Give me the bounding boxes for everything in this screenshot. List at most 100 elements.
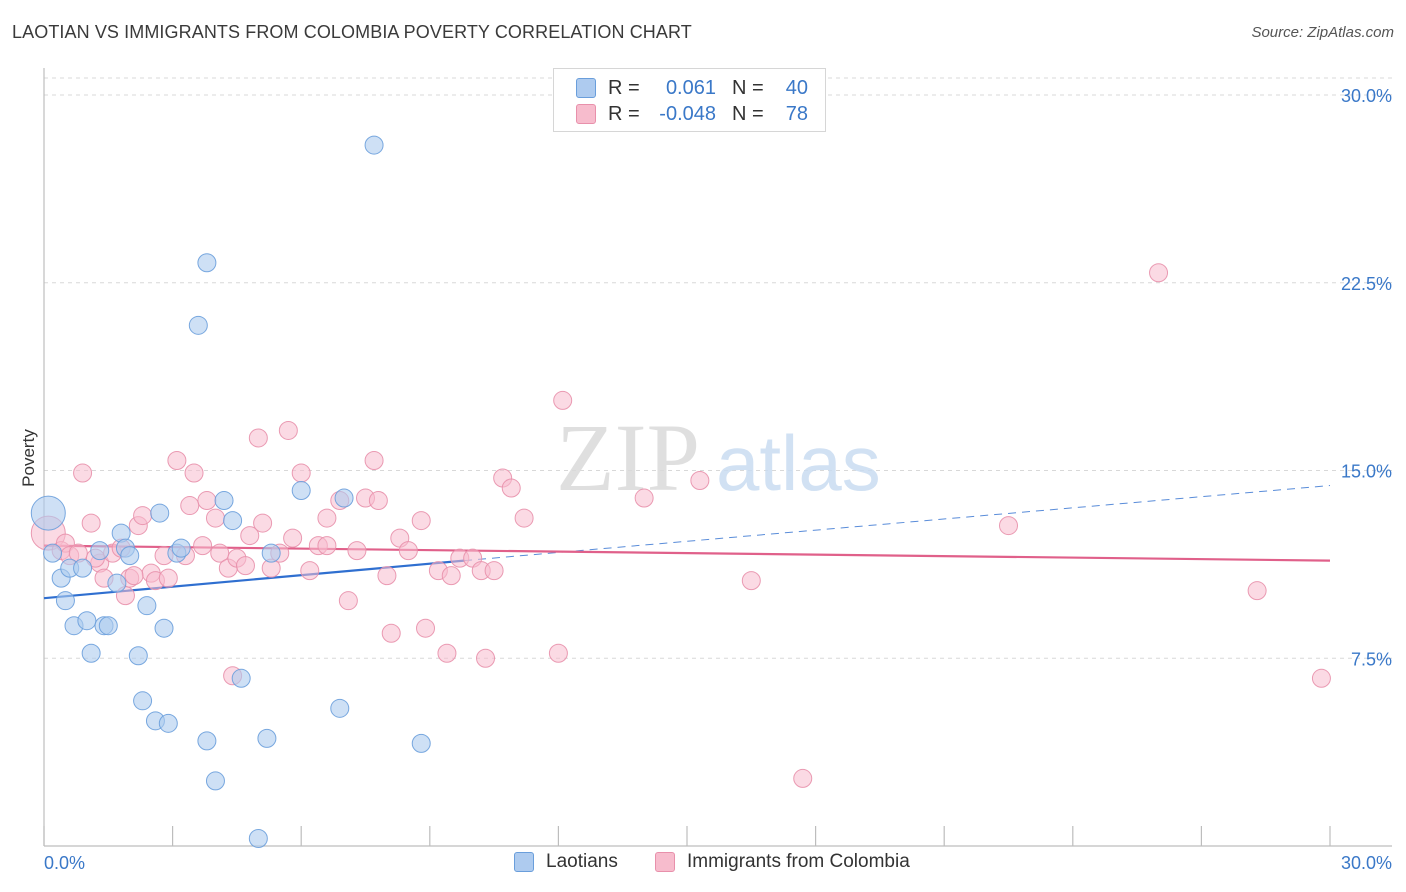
- chart-title: LAOTIAN VS IMMIGRANTS FROM COLOMBIA POVE…: [12, 22, 692, 42]
- point-colombia: [1311, 668, 1331, 688]
- legend-label-laotians: Laotians: [546, 851, 618, 872]
- legend-n-value: 78: [785, 102, 808, 125]
- point-colombia: [441, 566, 461, 586]
- legend-item-colombia[interactable]: Immigrants from Colombia: [655, 851, 910, 873]
- point-colombia: [690, 471, 710, 491]
- point-laotian: [43, 543, 63, 563]
- point-colombia: [158, 568, 178, 588]
- point-colombia: [1247, 581, 1267, 601]
- legend-item-laotians[interactable]: Laotians: [514, 851, 618, 873]
- point-colombia: [501, 478, 521, 498]
- point-laotian: [257, 728, 277, 748]
- point-laotian: [133, 691, 153, 711]
- point-laotian: [261, 543, 281, 563]
- point-colombia: [999, 516, 1018, 536]
- legend-r-value: 0.061: [665, 76, 716, 99]
- point-colombia: [81, 513, 101, 533]
- trend-line-colombia: [43, 544, 1331, 562]
- point-colombia: [248, 428, 268, 448]
- point-colombia: [291, 463, 311, 483]
- y-axis-label: Poverty: [19, 429, 38, 487]
- point-laotian: [197, 731, 217, 751]
- point-laotian: [128, 646, 148, 666]
- legend-row-laotians: R = 0.061 N = 40: [576, 76, 808, 100]
- point-colombia: [317, 508, 337, 528]
- point-laotian: [223, 511, 243, 531]
- point-colombia: [193, 536, 213, 556]
- point-colombia: [167, 450, 187, 470]
- point-laotian: [81, 643, 101, 663]
- point-colombia: [278, 420, 298, 440]
- x-tick-label: 0.0%: [44, 853, 85, 873]
- legend-row-colombia: R = -0.048 N = 78: [576, 102, 808, 126]
- y-tick-label: 15.0%: [1341, 462, 1392, 482]
- legend-swatch-pink: [655, 852, 675, 872]
- point-laotian: [137, 596, 157, 616]
- point-colombia: [364, 450, 384, 470]
- point-laotian: [120, 546, 140, 566]
- point-colombia: [210, 543, 230, 563]
- legend-n-label: N =: [732, 102, 764, 125]
- point-colombia: [368, 491, 388, 511]
- point-laotian: [197, 253, 217, 273]
- point-laotian: [171, 538, 191, 558]
- legend-r-label: R =: [608, 76, 640, 99]
- point-colombia: [197, 491, 217, 511]
- point-colombia: [240, 526, 260, 546]
- legend-n-value: 40: [785, 76, 808, 99]
- point-colombia: [484, 561, 504, 581]
- point-colombia: [133, 506, 153, 526]
- point-colombia: [553, 390, 573, 410]
- point-colombia: [634, 488, 654, 508]
- point-colombia: [514, 508, 534, 528]
- point-colombia: [317, 536, 337, 556]
- source-label: Source: ZipAtlas.com: [1251, 24, 1394, 41]
- tick-labels: 7.5% 15.0% 22.5% 30.0% 0.0% 30.0%: [44, 86, 1392, 873]
- y-tick-label: 7.5%: [1351, 649, 1392, 669]
- point-colombia: [548, 643, 568, 663]
- point-colombia: [184, 463, 204, 483]
- point-laotian: [248, 828, 268, 848]
- watermark: ZIP atlas: [556, 404, 881, 511]
- point-colombia: [416, 618, 436, 638]
- point-colombia: [300, 561, 320, 581]
- point-laotian: [330, 698, 350, 718]
- x-tick-label: 30.0%: [1341, 853, 1392, 873]
- legend-swatch-pink: [576, 104, 596, 124]
- point-laotian: [334, 488, 354, 508]
- point-colombia: [411, 511, 431, 531]
- point-laotian: [291, 481, 311, 501]
- point-colombia: [793, 768, 813, 788]
- trend-line-laotians-extension: [464, 485, 1331, 562]
- point-laotian: [154, 618, 174, 638]
- point-laotian: [150, 503, 170, 523]
- point-colombia: [741, 571, 761, 591]
- stats-legend: R = 0.061 N = 40 R = -0.048 N = 78: [553, 68, 826, 132]
- point-colombia: [73, 463, 93, 483]
- legend-swatch-blue: [576, 78, 596, 98]
- point-colombia: [381, 623, 401, 643]
- point-colombia: [180, 496, 200, 516]
- legend-label-colombia: Immigrants from Colombia: [687, 851, 910, 872]
- point-laotian: [188, 315, 208, 335]
- legend-r-label: R =: [608, 102, 640, 125]
- legend-r-value: -0.048: [659, 102, 716, 125]
- point-colombia: [398, 541, 418, 561]
- point-colombia: [124, 566, 144, 586]
- point-laotian: [411, 733, 431, 753]
- point-colombia: [253, 513, 273, 533]
- point-colombia: [1149, 263, 1169, 283]
- point-laotian: [30, 495, 66, 531]
- point-colombia: [347, 541, 367, 561]
- point-laotian: [77, 611, 97, 631]
- point-laotian: [231, 668, 251, 688]
- legend-swatch-blue: [514, 852, 534, 872]
- point-laotian: [90, 541, 110, 561]
- point-laotian: [73, 558, 93, 578]
- series-laotian-points: [30, 135, 431, 848]
- point-colombia: [283, 528, 303, 548]
- y-tick-label: 22.5%: [1341, 274, 1392, 294]
- point-laotian: [214, 491, 234, 511]
- point-laotian: [107, 573, 127, 593]
